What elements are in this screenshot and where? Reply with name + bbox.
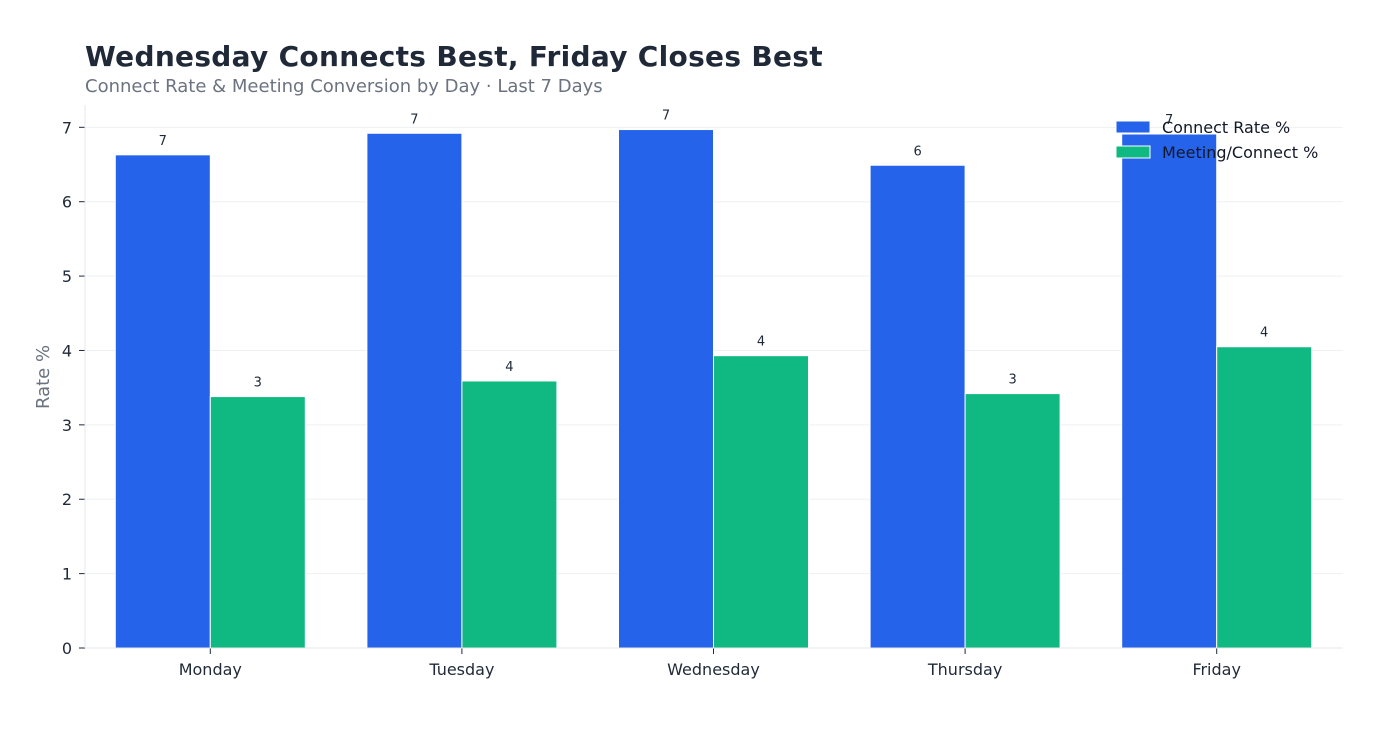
bar-meeting-connect-monday [209, 396, 306, 649]
x-tick-label: Wednesday [667, 660, 760, 679]
y-tick-label: 7 [62, 118, 72, 137]
data-label: 3 [1008, 373, 1016, 388]
legend-swatch [1115, 120, 1151, 134]
legend-entry: Connect Rate % [1162, 118, 1290, 137]
bar-meeting-connect-friday [1216, 346, 1313, 649]
data-label: 4 [757, 335, 765, 350]
x-tick-label: Tuesday [428, 660, 494, 679]
axes: 0 1 2 3 4 5 6 7 Monday Tuesday Wednesday Thursday Fr… [62, 105, 1343, 679]
bar-connect-rate-wednesday [618, 129, 714, 649]
chart-title: Wednesday Connects Best, Friday Closes B… [85, 40, 823, 73]
bar-meeting-connect-tuesday [461, 380, 558, 649]
bars [114, 129, 1313, 649]
y-tick-label: 0 [62, 639, 72, 658]
data-labels: 7 3 7 4 7 4 6 3 7 4 [159, 109, 1269, 391]
data-label: 6 [913, 144, 921, 159]
y-tick-label: 3 [62, 416, 72, 435]
y-tick-label: 1 [62, 565, 72, 584]
y-axis-label: Rate % [33, 345, 54, 409]
bar-connect-rate-thursday [869, 164, 966, 649]
bar-connect-rate-friday [1121, 133, 1218, 649]
data-label: 3 [254, 376, 262, 391]
y-tick-label: 4 [62, 341, 72, 360]
legend-swatch [1115, 145, 1151, 159]
legend-entry: Meeting/Connect % [1162, 143, 1318, 162]
bar-connect-rate-tuesday [366, 132, 463, 649]
bar-meeting-connect-wednesday [713, 355, 809, 649]
chart-subtitle: Connect Rate & Meeting Conversion by Day… [85, 76, 603, 97]
data-label: 7 [1165, 113, 1173, 128]
x-tick-label: Friday [1192, 660, 1241, 679]
data-label: 4 [1260, 326, 1268, 341]
bar-meeting-connect-thursday [964, 393, 1061, 649]
y-tick-label: 6 [62, 193, 72, 212]
bar-connect-rate-monday [114, 154, 211, 649]
y-tick-label: 2 [62, 490, 72, 509]
legend: Connect Rate % Meeting/Connect % [1115, 118, 1318, 162]
data-label: 4 [505, 360, 513, 375]
x-tick-label: Thursday [927, 660, 1002, 679]
data-label: 7 [410, 112, 418, 127]
data-label: 7 [662, 109, 670, 124]
data-label: 7 [159, 134, 167, 149]
x-tick-label: Monday [179, 660, 242, 679]
y-tick-label: 5 [62, 267, 72, 286]
